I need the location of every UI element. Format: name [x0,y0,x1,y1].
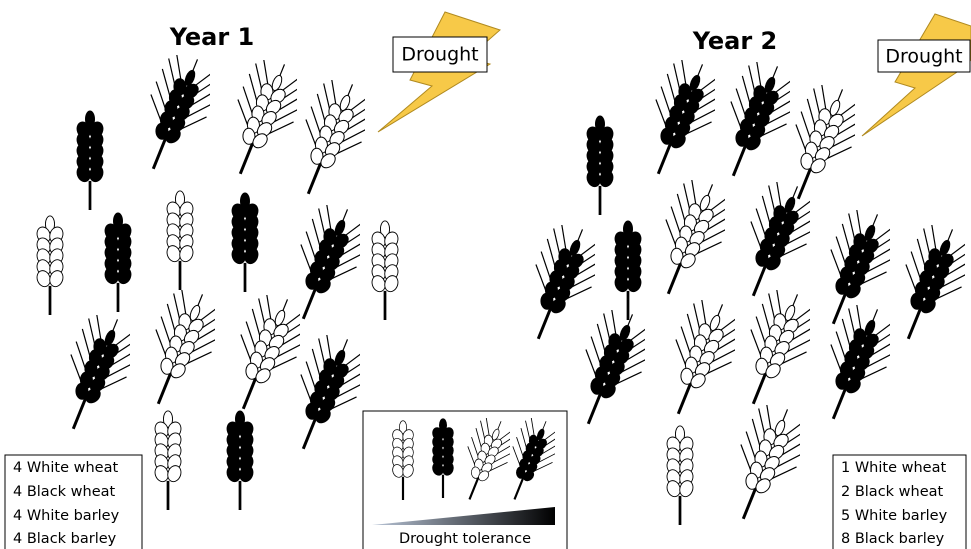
count-label: 5 White barley [841,508,948,524]
black-wheat [75,111,105,210]
black-wheat [613,221,643,320]
white-wheat [165,191,195,290]
white-wheat [35,216,65,315]
key-label: Drought tolerance [399,531,531,547]
white-barley [725,283,825,415]
lightning [862,14,971,136]
diagram: Year 1 Drought 4 White wheat 4 Black whe… [0,0,971,549]
count-label: 4 Black wheat [13,484,116,500]
black-barley [880,218,971,350]
black-barley [45,308,145,440]
white-barley [770,78,870,210]
black-barley [125,48,225,180]
black-barley [805,203,905,335]
white-barley [640,173,740,305]
white-barley [215,288,315,420]
year-title: Year 1 [169,23,255,51]
white-barley [650,293,750,425]
count-label: 4 Black barley [13,531,117,547]
black-barley [510,218,610,350]
white-barley [280,73,380,205]
count-label: 1 White wheat [841,460,946,476]
white-barley [715,398,815,530]
year-title: Year 2 [692,27,778,55]
plants [35,48,400,510]
black-wheat [225,411,255,510]
white-wheat [153,411,183,510]
count-label: 8 Black barley [841,531,945,547]
black-barley [805,298,905,430]
black-wheat [585,116,615,215]
black-barley [275,198,375,330]
white-wheat [370,221,400,320]
count-label: 4 White barley [13,508,120,524]
drought-label: Drought [401,44,478,66]
white-barley [130,283,230,415]
black-wheat [230,193,260,292]
black-barley [630,53,730,185]
black-barley [560,303,660,435]
black-wheat [103,213,133,312]
count-label: 4 White wheat [13,460,118,476]
count-label: 2 Black wheat [841,484,944,500]
white-wheat [665,426,695,525]
drought-label: Drought [885,46,962,68]
black-barley [705,55,805,187]
white-barley [212,53,312,185]
black-barley [725,175,825,307]
black-barley [275,328,375,460]
